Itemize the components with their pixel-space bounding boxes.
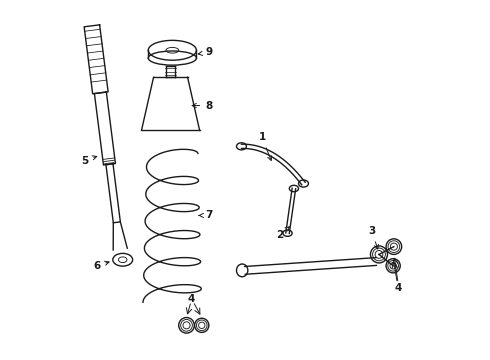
Text: 7: 7 (199, 211, 213, 220)
Text: 8: 8 (192, 100, 213, 111)
Text: 4: 4 (188, 294, 195, 304)
Text: 3: 3 (368, 226, 378, 249)
Text: 4: 4 (394, 283, 402, 293)
Text: 5: 5 (81, 156, 97, 166)
Text: 1: 1 (258, 132, 271, 161)
Text: 2: 2 (276, 227, 290, 240)
Text: 9: 9 (198, 48, 212, 57)
Text: 6: 6 (93, 261, 109, 271)
